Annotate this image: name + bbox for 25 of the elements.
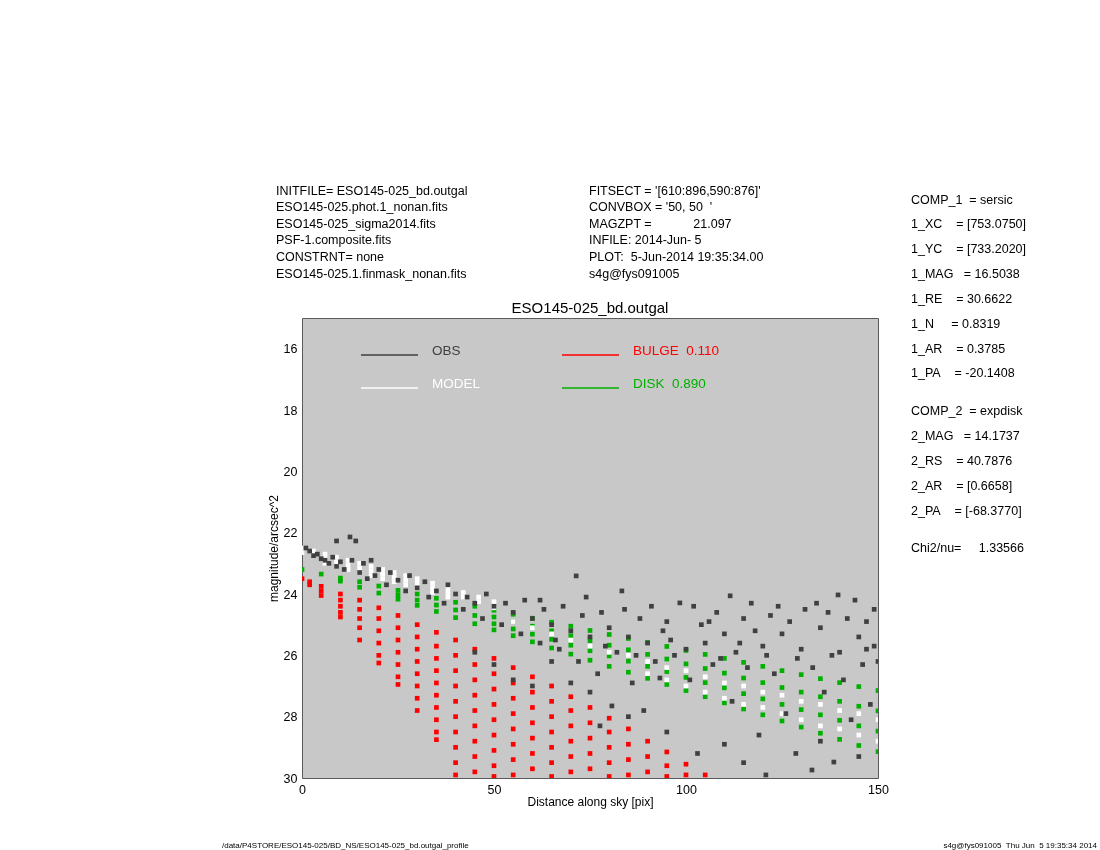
y-tick-label: 18 [283, 403, 298, 418]
x-axis-title: Distance along sky [pix] [527, 795, 654, 809]
y-tick-label: 24 [283, 587, 298, 602]
y-tick-label: 20 [283, 464, 298, 479]
text: s4g@fys091005 Thu Jun 5 19:35:34 2014 [943, 841, 1098, 850]
y-axis-title: magnitude/arcsec^2 [266, 494, 281, 603]
legend-label: OBS [432, 343, 461, 358]
text: COMP_1 = sersic 1_XC = [753.0750] 1_YC = [733.2020] 1_MAG = 16.5038 1_RE = 30.6622 1_N = 0.8319 1_AR = 0.3785 1_PA = -20.1408 [911, 192, 1027, 381]
text: INITFILE= ESO145-025_bd.outgal ESO145-025.phot.1_nonan.fits ESO145-025_sigma2014.fits PSF-1.composite.fits CONSTRNT= none ESO145-025.1.finmask_nonan.fits [276, 183, 468, 281]
text: FITSECT = '[610:896,590:876]' CONVBOX = '50, 50 ' MAGZPT = 21.097 INFILE: 2014-Jun- 5 PLOT: 5-Jun-2014 19:35:34.00 s4g@fys091005 [589, 183, 764, 281]
y-tick-label: 16 [283, 342, 298, 357]
y-tick-label: 26 [283, 648, 298, 663]
y-tick-label: 22 [283, 526, 298, 541]
y-tick-label: 30 [283, 771, 298, 786]
text: COMP_2 = expdisk 2_MAG = 14.1737 2_RS = 40.7876 2_AR = [0.6658] 2_PA = [-68.3770] [911, 403, 1024, 518]
chart-title: ESO145-025_bd.outgal [511, 298, 669, 316]
text: Chi2/nu= 1.33566 [911, 540, 1024, 555]
y-tick-label: 28 [283, 710, 298, 725]
x-tick-label: 100 [676, 782, 697, 797]
text: /data/P4STORE/ESO145-025/BD_NS/ESO145-025_bd.outgal_profile [222, 841, 470, 850]
x-tick-label: 50 [487, 782, 502, 797]
x-tick-label: 150 [868, 782, 889, 797]
legend-label: DISK 0.890 [633, 376, 706, 391]
x-tick-label: 0 [299, 782, 307, 797]
legend-label: BULGE 0.110 [633, 343, 720, 358]
